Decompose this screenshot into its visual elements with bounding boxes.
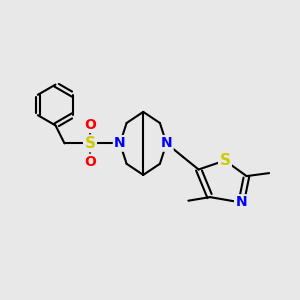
Text: O: O [84,118,96,132]
Text: N: N [114,136,126,150]
Text: N: N [161,136,172,150]
Text: N: N [236,196,247,209]
Text: S: S [85,136,95,151]
Text: S: S [220,153,230,168]
Text: O: O [84,155,96,169]
